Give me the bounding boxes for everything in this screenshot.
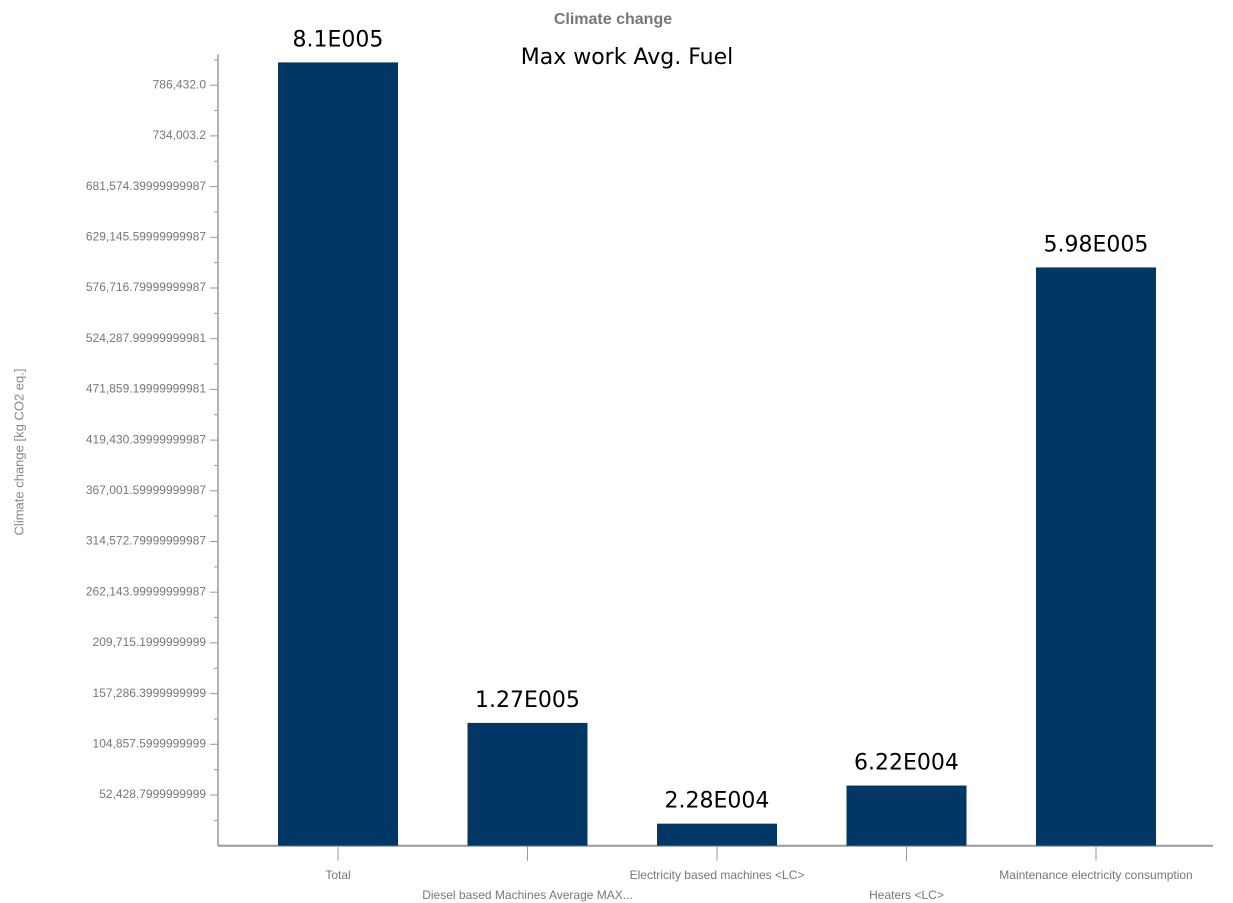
value-label: 5.98E005	[1044, 232, 1149, 257]
x-tick-label: Electricity based machines <LC>	[630, 868, 805, 882]
bar	[846, 785, 967, 846]
bar	[278, 62, 398, 846]
y-tick-label: 471,859.19999999981	[86, 382, 206, 396]
x-tick-label: Total	[325, 868, 350, 882]
y-axis-label: Climate change [kg CO2 eq.]	[11, 369, 26, 536]
value-label: 1.27E005	[475, 688, 580, 713]
y-tick-label: 157,286.3999999999	[93, 686, 207, 700]
y-tick-label: 681,574.39999999987	[86, 179, 206, 193]
y-tick-label: 524,287.99999999981	[86, 331, 206, 345]
y-tick-label: 314,572.79999999987	[86, 534, 206, 548]
y-tick-label: 262,143.99999999987	[86, 584, 206, 598]
value-label: 6.22E004	[854, 751, 959, 776]
y-tick-label: 367,001.59999999987	[86, 483, 206, 497]
y-tick-label: 104,857.5999999999	[93, 736, 207, 750]
bar	[1036, 267, 1156, 846]
x-tick-label: Heaters <LC>	[869, 888, 944, 902]
x-tick-label: Diesel based Machines Average MAX...	[422, 888, 633, 902]
bar	[467, 722, 588, 846]
chart-subtitle: Max work Avg. Fuel	[521, 45, 733, 70]
y-tick-label: 52,428.7999999999	[99, 787, 206, 801]
y-tick-label: 734,003.2	[153, 128, 207, 142]
bar	[657, 823, 777, 846]
y-tick-label: 209,715.1999999999	[93, 635, 207, 649]
y-tick-label: 629,145.59999999987	[86, 229, 206, 243]
value-label: 8.1E005	[293, 27, 384, 52]
chart-title: Climate change	[554, 11, 672, 28]
x-tick-label: Maintenance electricity consumption	[999, 868, 1192, 882]
value-label: 2.28E004	[665, 789, 770, 814]
y-tick-label: 786,432.0	[153, 77, 207, 91]
y-tick-label: 419,430.39999999987	[86, 432, 206, 446]
y-tick-label: 576,716.79999999987	[86, 280, 206, 294]
